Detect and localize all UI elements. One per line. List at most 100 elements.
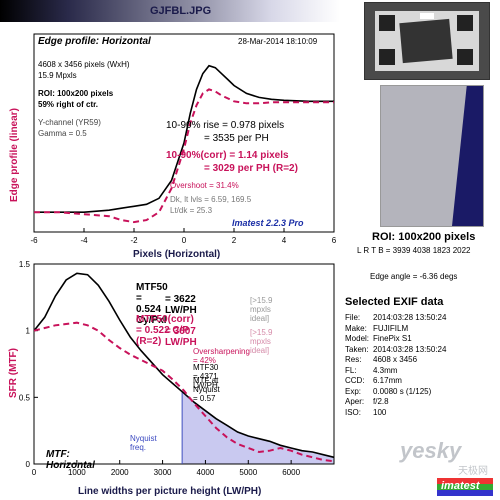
exif-key: Model:: [345, 334, 370, 343]
top-gradient-bar: [0, 0, 340, 22]
roi-coords: L R T B = 3939 4038 1823 2022: [357, 246, 471, 255]
edge-roi-line-2: 59% right of ctr.: [38, 100, 99, 109]
exif-value: 6.17mm: [373, 376, 402, 385]
exif-row: Taken: 2014:03:28 13:50:24: [345, 345, 495, 354]
imatest-badge-text: imatest: [441, 480, 480, 492]
sfr-mtf50-corr-note: [>15.9 mpxls ideal]: [250, 328, 273, 355]
exif-key: CCD:: [345, 376, 365, 385]
edge-rise-line-1: 10-90% rise = 0.978 pixels: [166, 120, 285, 131]
nyquist-label: Nyquist freq.: [130, 434, 157, 452]
sfr-mtf-nyquist: MTF at Nyquist = 0.57: [193, 376, 220, 403]
edge-x-tick-label: 0: [182, 236, 187, 245]
imatest-badge: imatest: [437, 478, 493, 496]
sfr-x-tick-label: 0: [32, 468, 37, 477]
sfr-measured-line: [33, 272, 335, 459]
sfr-panel-title: MTF: Horizontal: [46, 449, 95, 471]
exif-value: FinePix S1: [373, 334, 412, 343]
exif-key: File:: [345, 313, 361, 322]
sfr-y-tick-label: 1: [26, 327, 31, 336]
edge-x-tick-label: 2: [232, 236, 237, 245]
exif-key: Taken:: [345, 344, 369, 354]
exif-value: FUJIFILM: [373, 323, 409, 333]
edge-y-axis-label: Edge profile (linear): [9, 108, 20, 202]
file-title: GJFBL.JPG: [150, 5, 212, 17]
yesky-logo-sub: 天极网: [458, 466, 488, 477]
edge-channel-line-1: Y-channel (YR59): [38, 118, 101, 127]
exif-title: Selected EXIF data: [345, 296, 444, 308]
sfr-chart: SFR (MTF) 0 1000 2000 3000 4000 5000 6000 0 0.5 1…: [8, 260, 335, 497]
edge-x-tick-label: -6: [30, 236, 38, 245]
exif-key: ISO:: [345, 407, 362, 417]
sfr-mtf50-line-2: = 3622 LW/PH: [165, 294, 197, 316]
sfr-x-tick-label: 1000: [68, 468, 86, 477]
sfr-corrected-line: [33, 321, 335, 463]
edge-measured-line: [34, 64, 334, 213]
sfr-mtf30: MTF30 = 4371 LW/PH: [193, 363, 219, 390]
sfr-plot-frame: [33, 263, 335, 465]
sfr-mtf50-line-1: MTF50 = 0.524 Cy/Pxl: [136, 282, 168, 326]
edge-info-line-2: 15.9 Mpxls: [38, 71, 77, 80]
exif-value: 4608 x 3456: [373, 355, 418, 364]
sfr-y-tick-label: 0.5: [19, 393, 31, 402]
exif-value: 2014:03:28 13:50:24: [373, 313, 447, 322]
sfr-x-tick-label: 6000: [282, 468, 300, 477]
edge-rise-corr-line-1: 10-90%(corr) = 1.14 pixels: [166, 150, 289, 161]
sfr-x-axis-label: Line widths per picture height (LW/PH): [78, 486, 261, 497]
edge-corrected-line: [34, 88, 334, 224]
exif-key: Make:: [345, 323, 367, 333]
exif-key: Exp:: [345, 386, 362, 396]
edge-x-tick-label: 4: [282, 236, 287, 245]
exif-value: 0.0080 s (1/125): [373, 386, 432, 396]
exif-row: ISO: 100: [345, 408, 495, 417]
exif-value: 4.3mm: [373, 365, 398, 375]
exif-key: FL:: [345, 365, 357, 375]
edge-version: Imatest 2.2.3 Pro: [232, 218, 304, 228]
edge-rise-corr-line-2: = 3029 per PH (R=2): [204, 163, 298, 174]
exif-row: Exp: 0.0080 s (1/125): [345, 387, 495, 396]
sfr-y-tick-label: 1.5: [19, 260, 31, 269]
edge-x-tick-label: 6: [332, 236, 337, 245]
roi-caption: ROI: 100x200 pixels: [372, 231, 476, 243]
edge-x-tick-label: -4: [80, 236, 88, 245]
sfr-x-tick-label: 3000: [154, 468, 172, 477]
test-chart-thumbnail: [364, 2, 490, 80]
edge-panel-title: Edge profile: Horizontal: [38, 36, 151, 47]
sfr-x-tick-label: 4000: [197, 468, 215, 477]
sfr-y-tick-label: 0: [26, 460, 31, 469]
edge-angle: Edge angle = -6.36 degs: [370, 272, 458, 281]
edge-rise-line-2: = 3535 per PH: [204, 133, 269, 144]
sfr-mtf50-corr-line-1: MTF50(corr) = 0.522 C/P (R=2): [136, 314, 194, 347]
edge-dk-line-1: Dk, lt lvls = 6.59, 169.5: [170, 195, 252, 204]
exif-row: FL: 4.3mm: [345, 366, 495, 375]
exif-row: Make: FUJIFILM: [345, 324, 495, 333]
sfr-x-tick-label: 5000: [239, 468, 257, 477]
edge-x-axis-label: Pixels (Horizontal): [133, 249, 220, 260]
exif-row: Aper: f/2.8: [345, 397, 495, 406]
exif-key: Aper:: [345, 397, 365, 406]
yesky-logo: yesky: [400, 438, 462, 463]
sfr-mtf50-note: [>15.9 mpxls ideal]: [250, 296, 273, 323]
edge-dk-line-2: Lt/dk = 25.3: [170, 206, 213, 215]
edge-channel-line-2: Gamma = 0.5: [38, 129, 87, 138]
exif-row: CCD: 6.17mm: [345, 376, 495, 385]
roi-image: [380, 85, 484, 227]
exif-row: File: 2014:03:28 13:50:24: [345, 313, 495, 322]
exif-key: Res:: [345, 355, 362, 364]
edge-overshoot: Overshoot = 31.4%: [170, 181, 239, 190]
sfr-x-tick-label: 2000: [111, 468, 129, 477]
exif-value: 100: [373, 407, 387, 417]
exif-value: f/2.8: [373, 397, 389, 406]
exif-row: Model: FinePix S1: [345, 334, 495, 343]
exif-row: Res: 4608 x 3456: [345, 355, 495, 364]
edge-x-tick-label: -2: [130, 236, 138, 245]
sfr-oversharpening: Oversharpening = 42%: [193, 347, 250, 365]
sfr-y-axis-label: SFR (MTF): [8, 348, 19, 398]
edge-roi-line-1: ROI: 100x200 pixels: [38, 89, 114, 98]
edge-profile-chart: Edge profile (linear) -6 -4 -2 0 2 4 6 Pixels …: [9, 33, 337, 260]
nyquist-shaded-area: [182, 391, 334, 464]
edge-panel-date: 28-Mar-2014 18:10:09: [238, 37, 318, 46]
sfr-mtf50-corr-line-2: = 3607 LW/PH: [165, 326, 197, 348]
edge-plot-frame: [33, 33, 335, 233]
exif-value: 2014:03:28 13:50:24: [373, 344, 447, 354]
edge-info-line-1: 4608 x 3456 pixels (WxH): [38, 60, 130, 69]
